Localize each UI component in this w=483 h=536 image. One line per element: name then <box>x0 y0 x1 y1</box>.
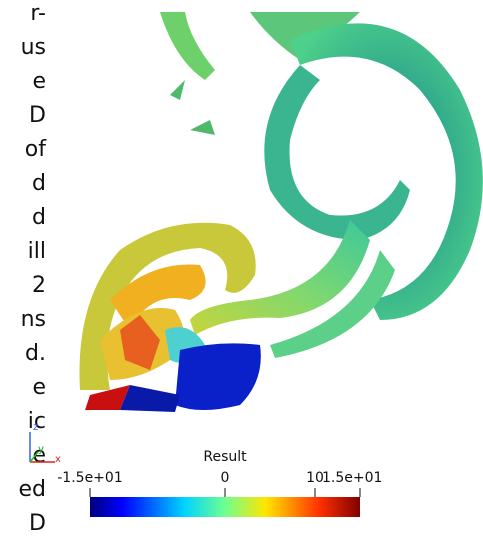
vortex-render <box>80 12 483 412</box>
tick-label: 0 <box>221 470 230 486</box>
colorbar-title: Result <box>203 449 247 465</box>
tick-label: 1.5e+01 <box>322 470 382 486</box>
axes-triad: z y x <box>30 422 61 465</box>
axis-label: z <box>33 422 38 433</box>
tick-label: -1.5e+01 <box>57 470 122 486</box>
axis-label: x <box>55 454 61 465</box>
colorbar-ramp <box>90 497 360 517</box>
axis-label: y <box>38 444 44 455</box>
